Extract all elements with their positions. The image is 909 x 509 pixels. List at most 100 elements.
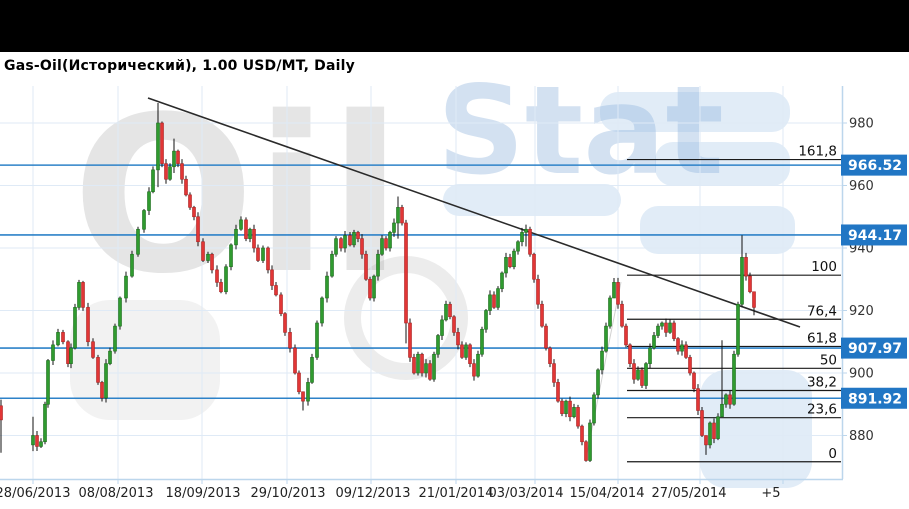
candle-bullish [708,422,712,446]
candle-bullish [612,282,616,299]
candle-bearish [688,357,692,374]
time-axis-label: 28/06/2013 [0,486,70,501]
candle-bearish [301,391,305,402]
time-axis-label: 27/05/2014 [652,486,727,501]
candle-bearish [184,178,188,196]
candle-bullish [372,275,376,299]
candle-bearish [544,325,548,349]
candle-bullish [224,266,228,293]
candle-bearish [188,194,192,208]
price-tag [841,154,907,176]
candle-bullish [113,325,117,352]
candle-bearish [632,363,636,380]
trendline[interactable] [147,97,801,328]
candle-bearish [86,307,90,343]
candle-bearish [468,344,472,364]
candle-bullish [600,350,604,371]
candle-bearish [700,410,704,436]
candle-bullish [306,382,310,402]
gray-guide-line [585,281,622,460]
time-axis-label: 29/10/2013 [251,486,326,501]
candle-bearish [420,353,424,374]
candle-bullish [43,403,47,443]
candle-bearish [252,228,256,249]
candle-bullish [656,325,660,336]
candle-bullish [380,238,384,255]
candle-bearish [672,322,676,339]
candle-bearish [61,332,65,343]
fib-level-label: 23,6 [807,402,837,418]
candle-bullish [524,228,528,233]
price-tag [841,387,907,409]
candle-bullish [108,350,112,364]
candle-bullish [720,403,724,418]
candle-bullish [592,394,596,424]
candle-bullish [118,297,122,327]
candle-bullish [168,166,172,180]
candle-bullish [330,253,334,277]
candle-bullish [504,257,508,274]
candle-bearish [404,222,408,324]
candle-bearish [448,303,452,318]
candle-bearish [348,235,352,246]
candle-bullish [484,310,488,330]
candle-bearish [215,269,219,283]
candle-bearish [684,344,688,358]
candle-bullish [156,122,160,171]
candle-bearish [704,435,708,446]
candle-bearish [279,294,283,314]
candle-bearish [540,303,544,327]
candle-bullish [396,207,400,224]
candle-bearish [728,394,732,405]
candle-bearish [244,219,248,239]
candle-bearish [160,122,164,164]
candle-bearish [624,325,628,346]
candle-bullish [488,294,492,311]
candle-bearish [712,422,716,439]
candle-bullish [130,253,134,277]
candle-bullish [325,275,329,299]
candle-bearish [528,228,532,255]
candle-bearish [640,369,644,386]
candle-bullish [516,241,520,252]
candle-bullish [343,235,347,249]
candle-bearish [0,405,3,421]
candle-bearish [460,344,464,358]
candle-bearish [676,338,680,352]
candle-bearish [556,382,560,402]
candle-bullish [69,347,73,364]
watermark-shape [600,92,790,132]
candle-bullish [206,253,210,261]
price-tag [841,337,907,359]
time-axis-label: 03/03/2014 [489,486,564,501]
candle-bearish [548,347,552,364]
candle-bearish [100,382,104,399]
candle-bearish [456,332,460,346]
candle-bearish [576,407,580,427]
candle-bearish [492,294,496,308]
candle-bullish [716,416,720,439]
candle-bullish [680,344,684,352]
candle-bullish [310,357,314,383]
candle-bullish [512,250,516,268]
candle-bearish [192,207,196,218]
price-axis-label: 920 [849,304,874,319]
price-tag-label: 944.17 [848,228,902,244]
candle-bullish [142,210,146,230]
candle-bullish [73,307,77,349]
candle-bearish [256,247,260,261]
price-axis-label: 880 [849,429,874,444]
candle-bullish [315,322,319,358]
candle-bullish [31,435,35,446]
price-axis-label: 980 [849,117,874,132]
candle-bullish [376,253,380,277]
candle-bullish [736,303,740,355]
candle-bearish [664,322,668,333]
candle-bearish [210,253,214,271]
price-tag [841,224,907,246]
candle-bullish [588,422,592,461]
candle-bearish [293,347,297,374]
candle-bearish [748,275,752,293]
